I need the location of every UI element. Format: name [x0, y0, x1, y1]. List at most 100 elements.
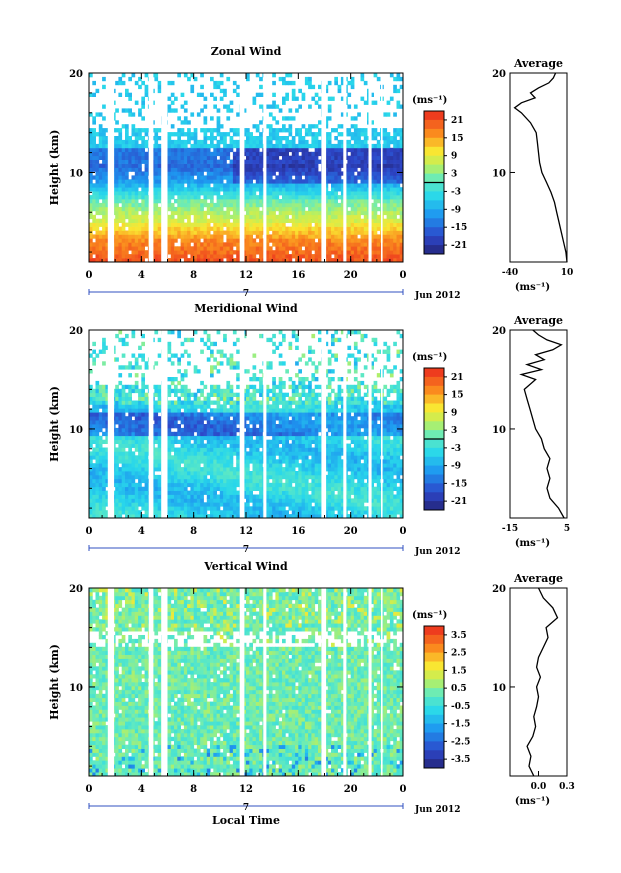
heatmap-cell — [187, 151, 191, 157]
heatmap-cell — [95, 151, 100, 157]
heatmap-cell — [131, 163, 136, 168]
heatmap-cell — [304, 234, 309, 239]
heatmap-cell — [210, 242, 214, 247]
heatmap-cell — [180, 377, 185, 382]
heatmap-cell — [102, 463, 106, 468]
heatmap-cell — [118, 431, 123, 437]
heatmap-cell — [249, 202, 253, 208]
heatmap-cell — [134, 218, 139, 223]
heatmap-cell — [131, 155, 136, 160]
heatmap-cell — [318, 214, 322, 220]
heatmap-cell — [386, 230, 391, 235]
heatmap-cell — [396, 238, 401, 243]
heatmap-cell — [167, 439, 172, 444]
heatmap-cell — [223, 159, 227, 164]
heatmap-cell — [138, 171, 142, 176]
heatmap-cell — [229, 258, 234, 263]
heatmap-cell — [131, 459, 136, 464]
heatmap-cell — [200, 408, 204, 413]
heatmap-cell — [353, 179, 358, 184]
heatmap-cell — [383, 238, 388, 243]
heatmap-cell — [223, 482, 227, 488]
heatmap-cell — [167, 242, 172, 247]
heatmap-cell — [174, 377, 178, 382]
heatmap-cell — [272, 128, 276, 133]
heatmap-cell — [180, 502, 185, 507]
heatmap-cell — [210, 373, 214, 378]
heatmap-cell — [102, 486, 106, 491]
heatmap-cell — [196, 451, 201, 456]
heatmap-cell — [190, 88, 195, 94]
heatmap-cell — [327, 151, 332, 157]
heatmap-cell — [282, 159, 286, 164]
heatmap-cell — [229, 234, 234, 239]
heatmap-cell — [393, 254, 397, 259]
heatmap-cell — [216, 258, 221, 263]
heatmap-cell — [92, 431, 96, 437]
heatmap-cell — [337, 163, 342, 168]
x-tick-label: 0 — [400, 270, 407, 281]
heatmap-cell — [89, 510, 93, 515]
heatmap-cell — [196, 502, 201, 507]
heatmap-cell — [177, 199, 181, 204]
heatmap-cell — [180, 242, 185, 247]
heatmap-cell — [255, 151, 260, 157]
heatmap-cell — [170, 210, 175, 216]
heatmap-cell — [203, 187, 208, 192]
heatmap-cell — [295, 238, 299, 243]
heatmap-cell — [259, 171, 263, 176]
heatmap-cell — [272, 167, 276, 172]
heatmap-cell — [255, 183, 260, 188]
heatmap-cell — [128, 431, 132, 437]
heatmap-cell — [340, 124, 345, 129]
heatmap-cell — [203, 136, 208, 141]
heatmap-cell — [223, 510, 227, 515]
heatmap-cell — [89, 474, 93, 480]
heatmap-cell — [190, 471, 195, 476]
heatmap-cell — [170, 92, 175, 97]
heatmap-cell — [144, 132, 149, 137]
heatmap-cell — [298, 128, 302, 133]
heatmap-cell — [187, 482, 191, 488]
heatmap-cell — [301, 250, 306, 255]
heatmap-cell — [157, 482, 162, 488]
heatmap-cell — [226, 392, 231, 397]
heatmap-cell — [183, 396, 188, 401]
heatmap-cell — [298, 136, 302, 141]
heatmap-cell — [370, 230, 374, 235]
heatmap-cell — [125, 408, 129, 413]
heatmap-cell — [131, 471, 136, 476]
heatmap-cell — [180, 443, 185, 448]
heatmap-cell — [92, 478, 96, 484]
heatmap-cell — [170, 498, 175, 503]
heatmap-cell — [141, 478, 145, 484]
heatmap-cell — [268, 187, 273, 192]
heatmap-cell — [213, 490, 217, 495]
heatmap-cell — [95, 171, 100, 176]
heatmap-cell — [128, 463, 132, 468]
heatmap-cell — [131, 412, 136, 417]
heatmap-cell — [206, 171, 211, 176]
heatmap-cell — [138, 353, 142, 358]
heatmap-cell — [131, 132, 136, 137]
heatmap-cell — [125, 506, 129, 511]
heatmap-cell — [272, 199, 276, 204]
heatmap-cell — [232, 467, 237, 472]
heatmap-cell — [373, 132, 378, 137]
heatmap-cell — [337, 202, 342, 208]
heatmap-cell — [89, 431, 93, 437]
heatmap-cell — [154, 230, 159, 235]
heatmap-cell — [141, 179, 145, 184]
heatmap-cell — [282, 136, 286, 141]
heatmap-cell — [95, 478, 100, 484]
heatmap-cell — [200, 242, 204, 247]
heatmap-cell — [363, 199, 368, 204]
heatmap-cell — [183, 242, 188, 247]
heatmap-cell — [268, 222, 273, 227]
heatmap-cell — [167, 187, 172, 192]
heatmap-cell — [285, 175, 289, 180]
heatmap-cell — [288, 155, 293, 160]
heatmap-cell — [92, 416, 96, 421]
heatmap-cell — [347, 179, 352, 184]
